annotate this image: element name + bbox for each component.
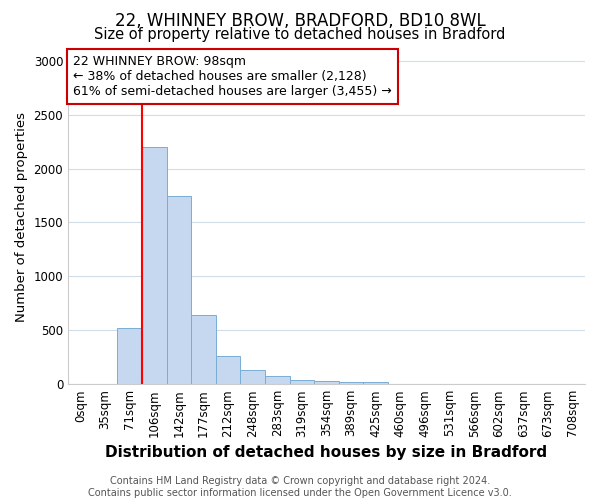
Bar: [290, 380, 314, 384]
Text: Contains HM Land Registry data © Crown copyright and database right 2024.
Contai: Contains HM Land Registry data © Crown c…: [88, 476, 512, 498]
Bar: [216, 356, 241, 384]
Bar: [142, 147, 167, 384]
Bar: [314, 382, 339, 384]
Bar: [241, 370, 265, 384]
Bar: [364, 382, 388, 384]
Bar: [339, 382, 364, 384]
X-axis label: Distribution of detached houses by size in Bradford: Distribution of detached houses by size …: [106, 445, 548, 460]
Bar: [117, 328, 142, 384]
Text: 22 WHINNEY BROW: 98sqm
← 38% of detached houses are smaller (2,128)
61% of semi-: 22 WHINNEY BROW: 98sqm ← 38% of detached…: [73, 55, 392, 98]
Text: 22, WHINNEY BROW, BRADFORD, BD10 8WL: 22, WHINNEY BROW, BRADFORD, BD10 8WL: [115, 12, 485, 30]
Bar: [191, 315, 216, 384]
Y-axis label: Number of detached properties: Number of detached properties: [15, 112, 28, 322]
Text: Size of property relative to detached houses in Bradford: Size of property relative to detached ho…: [94, 28, 506, 42]
Bar: [167, 196, 191, 384]
Bar: [265, 376, 290, 384]
